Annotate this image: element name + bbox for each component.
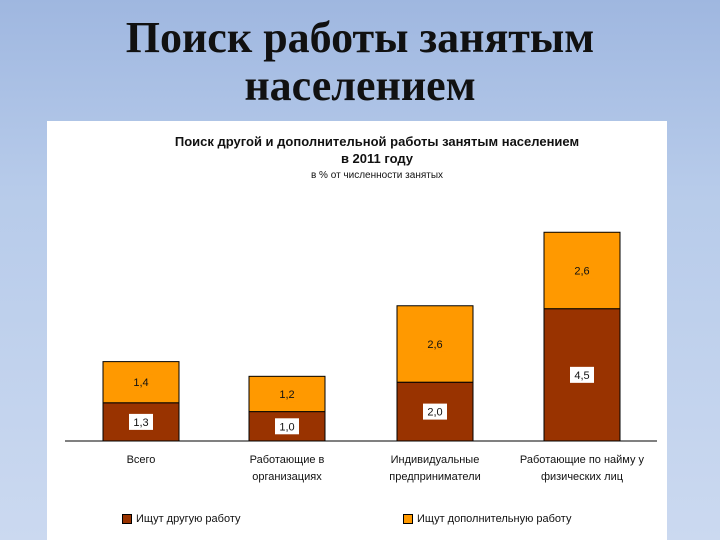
category-label-3: Работающие по найму у физических лиц xyxy=(512,452,652,486)
legend-swatch-additional-job xyxy=(403,514,413,524)
legend-label-other-job: Ищут другую работу xyxy=(136,513,241,525)
data-label-box-0-0 xyxy=(129,413,153,430)
category-label-2-line-0: Индивидуальные xyxy=(390,454,480,466)
chart-title: Поиск другой и дополнительной работы зан… xyxy=(87,133,667,167)
stacked-bar-chart: 1,3 1,4 1,0 1,2 2,0 2,6 4,5 2,6 xyxy=(65,231,657,442)
data-label-other-job-2: 2,0 xyxy=(427,407,442,419)
data-label-additional-job-0: 1,4 xyxy=(133,377,148,389)
data-label-box-1-3 xyxy=(570,262,594,279)
category-label-1: Работающие в организациях xyxy=(217,452,357,486)
data-label-other-job-0: 1,3 xyxy=(133,417,148,429)
category-label-3-line-1: физических лиц xyxy=(540,471,624,483)
data-label-box-1-2 xyxy=(423,335,447,352)
slide-title-line1: Поиск работы занятым xyxy=(125,13,595,62)
legend-label-additional-job: Ищут дополнительную работу xyxy=(417,513,572,525)
data-label-other-job-1: 1,0 xyxy=(279,421,294,433)
category-label-0-line-0: Всего xyxy=(126,454,156,466)
data-label-additional-job-1: 1,2 xyxy=(279,389,294,401)
data-label-box-0-1 xyxy=(275,418,299,435)
category-label-1-line-0: Работающие в xyxy=(249,454,325,466)
data-label-additional-job-3: 2,6 xyxy=(574,265,589,277)
slide-title-line2: населением xyxy=(244,61,476,110)
chart-subtitle: в % от численности занятых xyxy=(310,170,444,181)
data-label-additional-job-2: 2,6 xyxy=(427,339,442,351)
legend-item-additional-job: Ищут дополнительную работу xyxy=(403,513,571,525)
category-label-2-line-1: предприниматели xyxy=(389,471,481,483)
category-label-3-line-0: Работающие по найму у xyxy=(519,454,645,466)
category-label-0: Всего xyxy=(71,452,211,469)
data-label-other-job-3: 4,5 xyxy=(574,370,589,382)
data-label-box-1-1 xyxy=(275,385,299,402)
chart-panel: Поиск другой и дополнительной работы зан… xyxy=(47,121,667,540)
data-label-box-0-3 xyxy=(570,366,594,383)
legend-swatch-other-job xyxy=(122,514,132,524)
category-label-1-line-1: организациях xyxy=(252,471,322,483)
data-label-box-1-0 xyxy=(129,374,153,391)
category-label-2: Индивидуальные предприниматели xyxy=(365,452,505,486)
data-label-box-0-2 xyxy=(423,403,447,420)
chart-title-line1: Поиск другой и дополнительной работы зан… xyxy=(174,134,580,149)
legend-item-other-job: Ищут другую работу xyxy=(122,513,240,525)
slide-title: Поиск работы занятым населением xyxy=(0,14,720,110)
chart-title-line2: в 2011 году xyxy=(340,151,414,166)
